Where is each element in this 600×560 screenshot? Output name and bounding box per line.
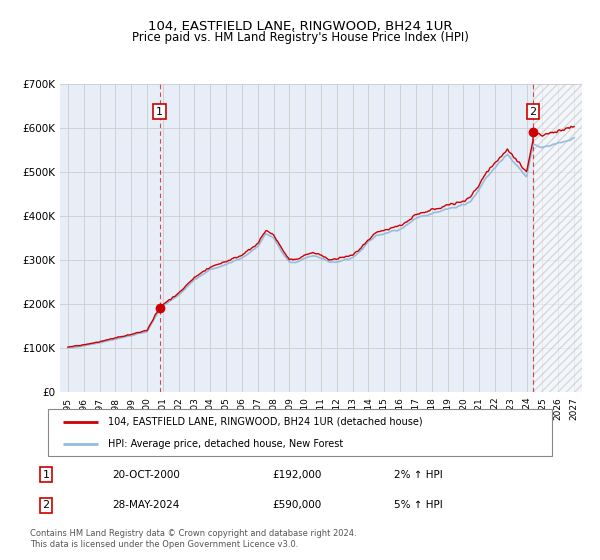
Text: This data is licensed under the Open Government Licence v3.0.: This data is licensed under the Open Gov… [30, 540, 298, 549]
Bar [533, 84, 582, 392]
Text: 20-OCT-2000: 20-OCT-2000 [112, 470, 180, 479]
Text: 104, EASTFIELD LANE, RINGWOOD, BH24 1UR (detached house): 104, EASTFIELD LANE, RINGWOOD, BH24 1UR … [109, 417, 423, 427]
Text: Price paid vs. HM Land Registry's House Price Index (HPI): Price paid vs. HM Land Registry's House … [131, 31, 469, 44]
Text: 1: 1 [156, 107, 163, 116]
Text: Contains HM Land Registry data © Crown copyright and database right 2024.: Contains HM Land Registry data © Crown c… [30, 529, 356, 538]
Text: 104, EASTFIELD LANE, RINGWOOD, BH24 1UR: 104, EASTFIELD LANE, RINGWOOD, BH24 1UR [148, 20, 452, 32]
Text: 2% ↑ HPI: 2% ↑ HPI [394, 470, 443, 479]
Text: HPI: Average price, detached house, New Forest: HPI: Average price, detached house, New … [109, 438, 344, 449]
Text: £590,000: £590,000 [272, 501, 322, 510]
Text: 1: 1 [43, 470, 50, 479]
Text: 2: 2 [529, 107, 536, 116]
FancyBboxPatch shape [48, 409, 552, 456]
Text: £192,000: £192,000 [272, 470, 322, 479]
Text: 28-MAY-2024: 28-MAY-2024 [112, 501, 179, 510]
Text: 2: 2 [43, 501, 50, 510]
Text: 5% ↑ HPI: 5% ↑ HPI [394, 501, 443, 510]
